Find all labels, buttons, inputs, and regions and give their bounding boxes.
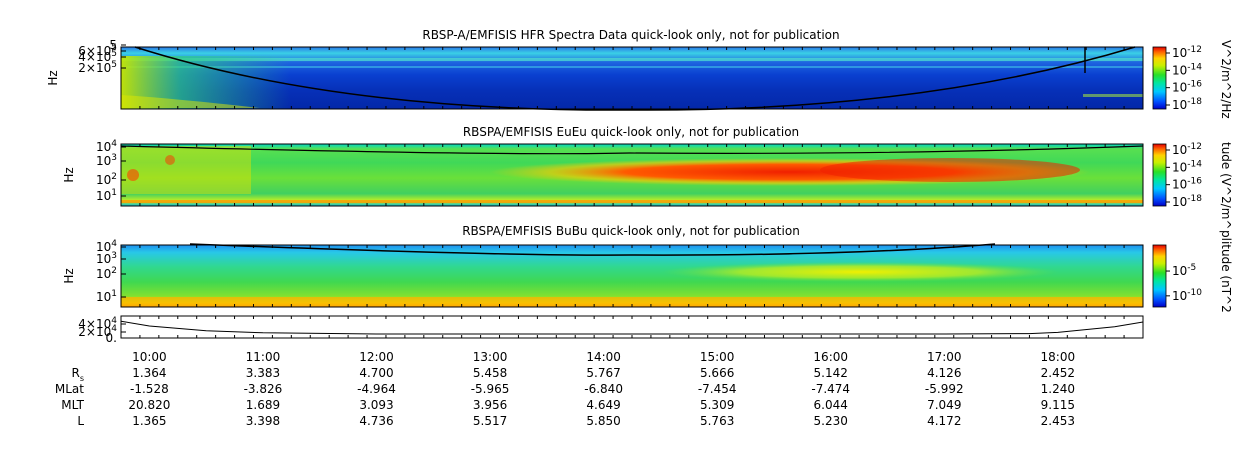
colorbar-1-tick-label: 10-16 [1172,80,1202,95]
time-label: 10:00 [132,350,167,364]
panel2-ytick-label: 101 [96,188,117,203]
panel1-ytick-label: 5 [109,38,117,52]
colorbar-1-label: V^2/m^2/Hz [1219,40,1233,119]
panel1-ytick-label: 6×105 [78,43,117,58]
panel1-ytick-label: 4×105 [78,49,117,64]
time-label: 12:00 [359,350,394,364]
ephemeris-value: 5.458 [473,366,507,380]
ephemeris-value: -7.474 [811,382,850,396]
colorbar-2-label: tude (V^2/m^ [1219,142,1233,230]
time-label: 14:00 [586,350,621,364]
colorbar-2-tick-label: 10-16 [1172,177,1202,192]
ephemeris-value: -4.964 [357,382,396,396]
ephemeris-value: 5.517 [473,414,507,428]
panel3-title: RBSPA/EMFISIS BuBu quick-look only, not … [462,224,800,238]
ephemeris-value: 1.240 [1041,382,1075,396]
ephemeris-value: 1.364 [132,366,166,380]
panel2-ylabel: Hz [62,167,76,182]
colorbar-3-tick-label: 10-10 [1172,288,1202,303]
colorbar-2-tick-label: 10-18 [1172,194,1202,209]
colorbar-2-tick-label: 10-14 [1172,159,1202,174]
panel1-title: RBSP-A/EMFISIS HFR Spectra Data quick-lo… [422,28,839,42]
ephemeris-value: 3.398 [246,414,280,428]
ephemeris-value: 1.689 [246,398,280,412]
ephemeris-value: -5.965 [471,382,510,396]
time-label: 15:00 [700,350,735,364]
panel2-ytick-label: 104 [96,139,117,154]
time-label: 17:00 [927,350,962,364]
ephemeris-value: 3.093 [359,398,393,412]
panel4-ytick-label: 2×104 [78,324,117,339]
line-series [120,320,1144,335]
ephemeris-value: -7.454 [698,382,737,396]
panel1-ylabel: Hz [46,70,60,85]
panel3-spectrogram [121,243,1143,307]
ephemeris-value: 3.383 [246,366,280,380]
ephemeris-value: 7.049 [927,398,961,412]
time-label: 16:00 [813,350,848,364]
panel3-ylabel: Hz [62,268,76,283]
panel2-ytick-label: 103 [96,153,117,168]
ephemeris-value: -3.826 [244,382,283,396]
ephemeris-label: L [77,414,84,428]
ephemeris-value: 4.700 [359,366,393,380]
ephemeris-value: 5.309 [700,398,734,412]
ephemeris-value: 4.649 [586,398,620,412]
ephemeris-value: -5.992 [925,382,964,396]
ephemeris-label: MLT [61,398,84,412]
time-label: 18:00 [1041,350,1076,364]
ephemeris-value: -6.840 [584,382,623,396]
panel4-ytick-label: 4×104 [78,316,117,331]
colorbar-2-tick-label: 10-12 [1172,142,1202,157]
ephemeris-label: Rs [71,366,84,383]
time-label: 13:00 [473,350,508,364]
colorbar-1-tick-label: 10-12 [1172,45,1202,60]
panel2-title: RBSPA/EMFISIS EuEu quick-look only, not … [463,125,799,139]
colorbar-1-tick-label: 10-18 [1172,97,1202,112]
ephemeris-value: 4.172 [927,414,961,428]
colorbar-3 [1152,244,1167,308]
panel1-ytick-label: 2×105 [78,60,117,75]
time-label: 11:00 [246,350,281,364]
generated-marks: 56×1054×1052×10510-1210-1410-1610-181041… [55,38,1202,428]
panel4-ytick-label: 0. [106,331,117,345]
colorbar-1-tick-label: 10-14 [1172,62,1202,77]
panel3-ytick-label: 104 [96,239,117,254]
panel4-frame [120,315,1144,339]
ephemeris-value: 4.736 [359,414,393,428]
ephemeris-value: 5.767 [586,366,620,380]
ephemeris-value: 2.452 [1041,366,1075,380]
colorbar-2 [1152,143,1167,207]
ephemeris-value: -1.528 [130,382,169,396]
ephemeris-value: 3.956 [473,398,507,412]
ephemeris-label: MLat [55,382,84,396]
ephemeris-value: 5.666 [700,366,734,380]
ephemeris-value: 5.850 [586,414,620,428]
panel2-ytick-label: 102 [96,172,117,187]
ephemeris-value: 5.230 [814,414,848,428]
panel3-ytick-label: 102 [96,266,117,281]
ephemeris-value: 5.142 [814,366,848,380]
ephemeris-value: 2.453 [1041,414,1075,428]
ephemeris-value: 1.365 [132,414,166,428]
panel3-ytick-label: 103 [96,251,117,266]
colorbar-3-label: plitude (nT^2 [1219,230,1233,313]
ephemeris-value: 20.820 [128,398,170,412]
colorbar-3-tick-label: 10-5 [1172,263,1196,278]
colorbar-1 [1152,46,1167,110]
panel2-spectrogram [120,144,1144,206]
panel3-ytick-label: 101 [96,289,117,304]
ephemeris-value: 6.044 [814,398,848,412]
ephemeris-value: 4.126 [927,366,961,380]
ephemeris-value: 9.115 [1041,398,1075,412]
panel1-spectrogram [121,46,1143,111]
ephemeris-value: 5.763 [700,414,734,428]
